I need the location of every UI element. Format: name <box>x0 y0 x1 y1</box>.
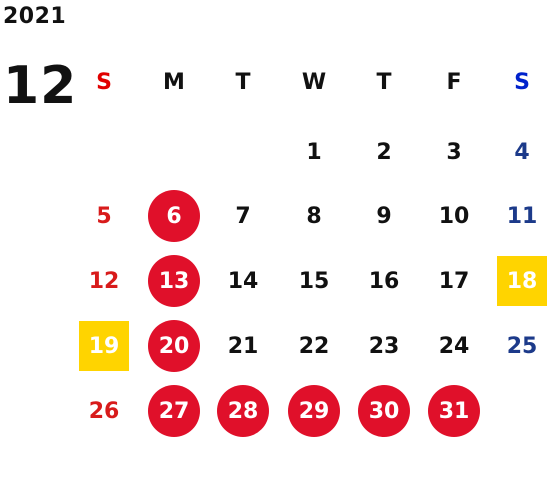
day-number: 27 <box>158 398 190 424</box>
day-number: 15 <box>298 268 330 294</box>
day-number: 26 <box>88 398 120 424</box>
weekday-label: F <box>446 69 462 95</box>
day-cell[interactable]: 5 <box>74 191 134 241</box>
day-cell[interactable]: 6 <box>144 190 204 242</box>
day-cell[interactable]: 11 <box>492 191 548 241</box>
day-cell[interactable]: 13 <box>144 255 204 307</box>
day-cell[interactable]: 31 <box>424 385 484 437</box>
day-cell[interactable]: 30 <box>354 385 414 437</box>
day-cell[interactable]: 24 <box>424 321 484 371</box>
day-number: 13 <box>158 268 190 294</box>
weekday-label: S <box>514 69 530 95</box>
day-cell[interactable]: 22 <box>284 321 344 371</box>
day-cell[interactable]: 29 <box>284 385 344 437</box>
marked-day-circle: 13 <box>148 255 200 307</box>
day-cell[interactable]: 4 <box>492 127 548 177</box>
marked-day-square: 19 <box>79 321 129 371</box>
day-cell[interactable]: 23 <box>354 321 414 371</box>
day-cell[interactable]: 8 <box>284 191 344 241</box>
marked-day-square: 18 <box>497 256 547 306</box>
day-cell[interactable]: 18 <box>492 256 548 306</box>
day-cell[interactable]: 26 <box>74 386 134 436</box>
weekday-label: T <box>235 69 251 95</box>
day-number: 17 <box>438 268 470 294</box>
day-number: 5 <box>96 203 112 229</box>
day-number: 25 <box>506 333 538 359</box>
day-cell[interactable]: 20 <box>144 320 204 372</box>
day-cell[interactable]: 16 <box>354 256 414 306</box>
day-cell[interactable]: 27 <box>144 385 204 437</box>
day-number: 18 <box>506 268 538 294</box>
day-number: 1 <box>306 139 322 165</box>
marked-day-circle: 6 <box>148 190 200 242</box>
day-number: 11 <box>506 203 538 229</box>
weekday-label: S <box>96 69 112 95</box>
day-number: 28 <box>227 398 259 424</box>
day-number: 6 <box>166 203 182 229</box>
day-number: 7 <box>235 203 251 229</box>
day-number: 29 <box>298 398 330 424</box>
day-number: 31 <box>438 398 470 424</box>
day-number: 10 <box>438 203 470 229</box>
weekday-label: T <box>376 69 392 95</box>
day-cell[interactable]: 3 <box>424 127 484 177</box>
day-cell[interactable]: 28 <box>213 385 273 437</box>
year-label: 2021 <box>3 4 67 29</box>
day-number: 3 <box>446 139 462 165</box>
day-number: 24 <box>438 333 470 359</box>
marked-day-circle: 31 <box>428 385 480 437</box>
day-cell[interactable]: 7 <box>213 191 273 241</box>
day-cell[interactable]: 12 <box>74 256 134 306</box>
day-cell[interactable]: 19 <box>74 321 134 371</box>
day-cell[interactable]: 1 <box>284 127 344 177</box>
weekday-label: M <box>163 69 185 95</box>
marked-day-circle: 20 <box>148 320 200 372</box>
day-number: 21 <box>227 333 259 359</box>
marked-day-circle: 27 <box>148 385 200 437</box>
day-cell[interactable]: 25 <box>492 321 548 371</box>
day-number: 9 <box>376 203 392 229</box>
day-number: 8 <box>306 203 322 229</box>
marked-day-circle: 30 <box>358 385 410 437</box>
day-cell[interactable]: 2 <box>354 127 414 177</box>
day-number: 30 <box>368 398 400 424</box>
day-number: 2 <box>376 139 392 165</box>
marked-day-circle: 28 <box>217 385 269 437</box>
weekday-label: W <box>301 69 327 95</box>
day-cell[interactable]: 9 <box>354 191 414 241</box>
day-cell[interactable]: 10 <box>424 191 484 241</box>
day-cell[interactable]: 21 <box>213 321 273 371</box>
day-number: 22 <box>298 333 330 359</box>
marked-day-circle: 29 <box>288 385 340 437</box>
day-cell[interactable]: 17 <box>424 256 484 306</box>
day-number: 4 <box>514 139 530 165</box>
month-label: 12 <box>3 56 78 116</box>
day-number: 20 <box>158 333 190 359</box>
day-number: 14 <box>227 268 259 294</box>
day-number: 16 <box>368 268 400 294</box>
day-number: 23 <box>368 333 400 359</box>
day-cell[interactable]: 15 <box>284 256 344 306</box>
day-cell[interactable]: 14 <box>213 256 273 306</box>
day-number: 12 <box>88 268 120 294</box>
day-number: 19 <box>88 333 120 359</box>
